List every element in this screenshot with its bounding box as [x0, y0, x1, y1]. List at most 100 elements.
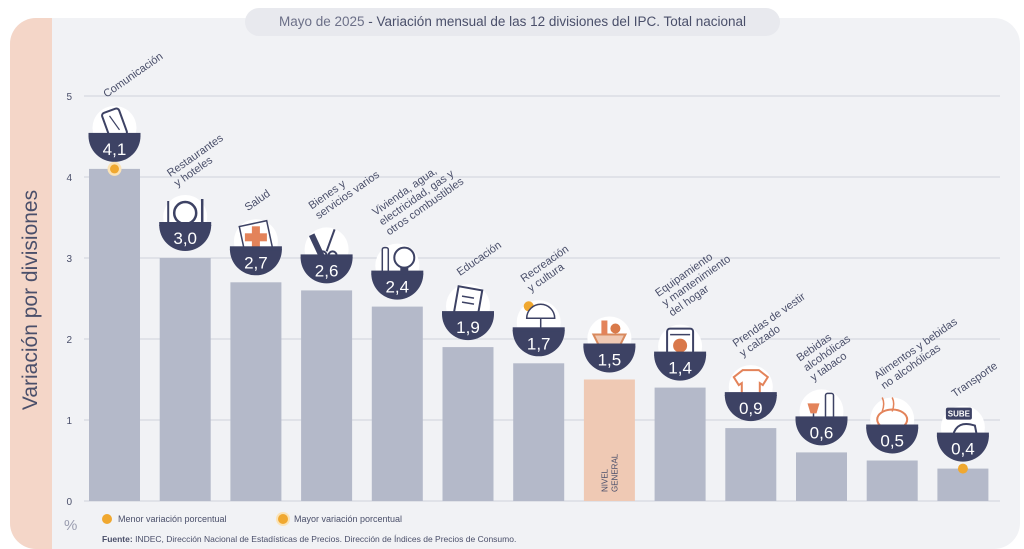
category-label: Equipamientoy mantenimientodel hogar: [653, 243, 740, 319]
legend-max: Mayor variación porcentual: [278, 514, 402, 524]
chart-title-text: Variación mensual de las 12 divisiones d…: [376, 14, 747, 29]
cutlery-plate-icon-part: [172, 200, 198, 226]
value-badge-top: [795, 416, 848, 421]
category-label: Restaurantesy hoteles: [165, 132, 233, 189]
value-badge: [654, 354, 707, 381]
bar: [866, 460, 918, 501]
y-tick-label: 5: [66, 92, 72, 103]
washing-machine-icon: [666, 327, 695, 358]
bar: [89, 168, 140, 501]
bar: [654, 387, 706, 501]
value-badge: [936, 435, 989, 462]
y-tick-label: 0: [66, 497, 72, 508]
bar: [583, 379, 635, 501]
umbrella-sun-icon-part: [525, 303, 556, 320]
bar: [230, 282, 282, 501]
category-label-line: Alimentos y bebidas: [872, 316, 960, 383]
data-label: 2,4: [385, 278, 409, 297]
basket-icon-part: [610, 323, 621, 334]
value-badge-top: [159, 222, 212, 226]
chart-title: Mayo de 2025 - Variación mensual de las …: [245, 8, 780, 36]
bar: [442, 347, 494, 501]
category-label: Comunicación: [101, 51, 165, 101]
data-label: 1,7: [527, 334, 551, 353]
data-label: 2,7: [244, 253, 268, 272]
value-badge-top: [512, 327, 565, 332]
value-badge-top: [724, 392, 777, 397]
value-badge-top: [583, 343, 636, 348]
source-text: INDEC, Dirección Nacional de Estadística…: [132, 534, 517, 544]
food-icon-part: [891, 397, 895, 412]
category-label: Recreacióny cultura: [519, 243, 578, 295]
value-badge-top: [866, 424, 919, 429]
book-icon-part: [461, 301, 475, 305]
washing-machine-icon-part: [673, 338, 688, 353]
category-label-line: Educación: [455, 239, 504, 278]
category-label-line: Transporte: [950, 360, 1000, 400]
comb-scissors-icon-part: [308, 233, 326, 260]
max-marker-icon: [278, 514, 288, 524]
data-label: 0,6: [810, 423, 834, 442]
unit-label: %: [64, 517, 78, 534]
y-tick-label: 4: [66, 173, 72, 184]
min-marker: [957, 463, 968, 474]
category-label: Alimentos y bebidasno alcohólicas: [872, 316, 967, 392]
highlight-inside-label-line: NIVEL: [600, 468, 609, 492]
legend-max-label: Mayor variación porcentual: [294, 514, 403, 524]
data-label: 1,4: [668, 359, 692, 378]
bus-card-icon-part: [945, 407, 972, 420]
category-label: Salud: [243, 188, 273, 214]
value-badge-top: [371, 270, 424, 275]
value-badge: [442, 314, 494, 341]
food-icon-part: [881, 397, 885, 412]
value-badge: [300, 257, 353, 284]
y-tick-label: 3: [66, 254, 72, 265]
category-label: Bebidasalcohólicasy tabaco: [795, 323, 861, 384]
value-badge-top: [654, 351, 707, 356]
bar: [937, 468, 989, 501]
category-label: Bienes yservicios varios: [307, 159, 383, 222]
category-label: Educación: [455, 239, 504, 278]
value-badge: [229, 249, 282, 276]
value-badge-top: [88, 132, 141, 137]
bus-card-icon-part: SUBE: [948, 410, 971, 419]
source-label: Fuente:: [102, 534, 133, 544]
comb-scissors-icon-part: [325, 229, 336, 252]
data-label: 0,5: [880, 432, 904, 451]
y-tick-label: 2: [66, 335, 72, 346]
highlight-inside-label: NIVELGENERAL: [600, 453, 619, 492]
data-label: 4,1: [103, 140, 127, 159]
basket-icon-part: [601, 320, 608, 335]
value-badge: [512, 330, 565, 357]
umbrella-sun-icon: [523, 301, 556, 333]
data-label: 2,6: [315, 261, 339, 280]
chart-title-separator: -: [364, 14, 377, 29]
value-badge-top: [442, 311, 494, 316]
bar: [301, 290, 353, 501]
category-label: Transporte: [950, 360, 1000, 400]
bar: [796, 452, 847, 501]
data-label: 0,9: [739, 399, 763, 418]
value-badge: [724, 395, 777, 422]
bar: [371, 306, 423, 501]
y-tick-label: 1: [66, 416, 72, 427]
value-badge: [159, 225, 212, 252]
min-marker-icon: [102, 514, 112, 524]
phone-icon-part: [109, 115, 120, 131]
bar: [725, 428, 777, 501]
value-badge-top: [936, 432, 989, 437]
category-label: Vivienda, agua,electricidad, gas yotros …: [370, 156, 466, 238]
data-label: 1,9: [456, 318, 480, 337]
y-axis-band: [10, 18, 52, 549]
legend-min: Menor variación porcentual: [102, 514, 227, 524]
value-badge-top: [300, 254, 353, 259]
data-label: 3,0: [173, 229, 197, 248]
chart-title-date: Mayo de 2025: [278, 14, 365, 29]
value-badge-top: [229, 246, 282, 251]
value-badge: [371, 273, 424, 300]
highlight-inside-label-line: GENERAL: [610, 453, 619, 492]
source-note: Fuente: INDEC, Dirección Nacional de Est…: [102, 534, 516, 544]
data-label: 1,5: [598, 351, 622, 370]
value-badge: [88, 135, 141, 162]
legend-min-label: Menor variación porcentual: [118, 514, 227, 524]
